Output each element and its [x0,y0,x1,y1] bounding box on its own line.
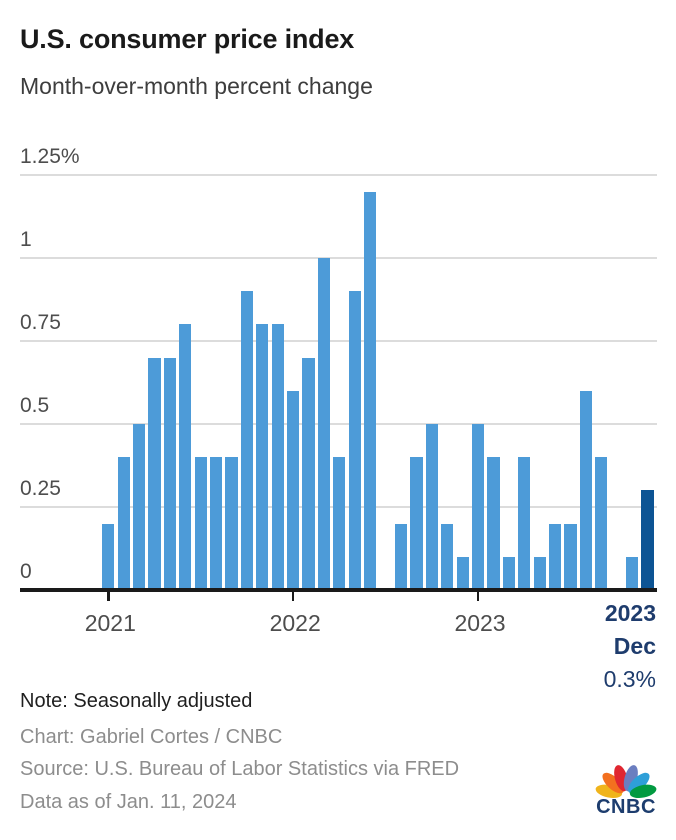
y-axis-label: 1 [20,228,32,251]
gridline-0.5 [20,423,657,425]
bar-nov-2021 [256,324,269,588]
x-axis-label-2022: 2022 [269,610,321,636]
x-axis-tick-2023 [476,592,480,601]
x-axis-baseline [20,588,657,592]
bar-sep-2022 [410,457,423,588]
cnbc-peacock-icon [595,765,657,799]
bar-dec-2023 [641,490,654,588]
gridline-1.25% [20,174,657,176]
bar-nov-2023 [626,556,639,588]
gridline-1 [20,257,657,259]
x-axis-tick-2021 [107,592,110,601]
page-title: U.S. consumer price index [20,24,355,54]
gridline-0.75 [20,340,657,342]
x-axis-tick-2022 [291,592,295,601]
data-as-of: Data as of Jan. 11, 2024 [20,791,237,813]
cnbc-logo: CNBC [595,765,657,816]
cnbc-wordmark: CNBC [596,796,656,816]
y-axis-label: 0.75 [20,311,61,334]
y-axis-label: 0.25 [20,477,61,500]
bar-aug-2023 [579,390,592,588]
bar-jan-2022 [287,390,300,588]
bar-nov-2022 [441,523,454,588]
peacock-feather [628,772,650,794]
bar-feb-2023 [487,457,500,588]
peacock-feather [629,784,657,799]
x-axis-label-2021: 2021 [84,610,136,636]
bar-may-2023 [533,556,546,588]
peacock-feather [602,772,624,794]
bar-feb-2022 [302,357,315,588]
bar-may-2022 [348,291,361,588]
bar-sep-2023 [595,457,608,588]
bar-jul-2021 [194,457,207,588]
y-axis-label: 0.5 [20,394,50,417]
page-subtitle: Month-over-month percent change [20,73,373,99]
footnote: Note: Seasonally adjusted [20,690,253,712]
source-credit: Source: U.S. Bureau of Labor Statistics … [20,758,460,780]
bar-jun-2021 [179,324,192,588]
bar-dec-2021 [271,324,284,588]
bar-oct-2022 [425,424,438,588]
highlight-annotation: 2023 Dec 0.3% [604,597,656,696]
bar-oct-2021 [240,291,254,588]
bar-mar-2021 [133,424,146,588]
bar-jun-2023 [548,523,562,588]
bar-may-2021 [163,357,176,588]
annotation-year: 2023 [604,600,656,626]
x-axis-label-2023: 2023 [454,610,506,636]
bar-sep-2021 [225,457,238,588]
bar-apr-2022 [333,457,346,588]
bar-apr-2021 [148,357,161,588]
bar-apr-2023 [518,457,531,588]
bar-aug-2021 [210,457,223,588]
y-axis-label: 0 [20,560,32,583]
bar-mar-2023 [502,556,515,588]
bar-jan-2021 [102,523,115,588]
bar-jan-2023 [471,424,485,588]
annotation-value: 0.3% [603,666,656,692]
chart-credit: Chart: Gabriel Cortes / CNBC [20,726,283,748]
bar-jun-2022 [364,191,377,588]
bar-feb-2021 [117,457,130,588]
bar-mar-2022 [317,258,331,588]
bar-dec-2022 [456,556,469,588]
bar-aug-2022 [394,523,408,588]
y-axis-label: 1.25% [20,145,80,168]
annotation-month: Dec [613,633,656,659]
bar-jul-2023 [564,523,577,588]
